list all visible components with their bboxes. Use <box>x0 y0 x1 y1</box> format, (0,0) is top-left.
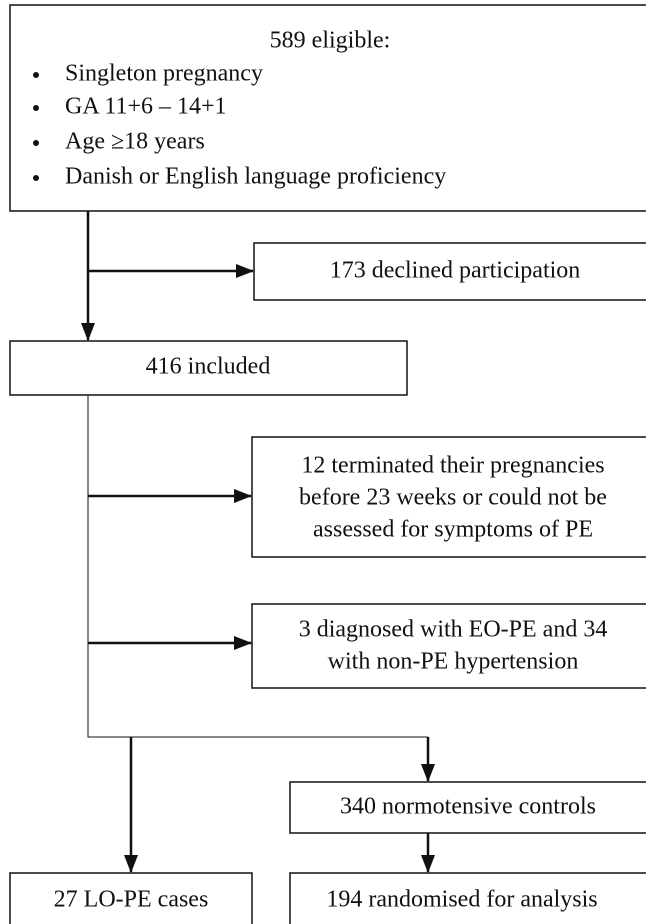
node-text: 3 diagnosed with EO-PE and 34 <box>299 617 608 643</box>
node-text: 194 randomised for analysis <box>326 887 597 913</box>
node-text: 340 normotensive controls <box>340 794 596 820</box>
bullet <box>33 175 39 181</box>
bullet <box>33 72 39 78</box>
bullet-text: GA 11+6 – 14+1 <box>65 94 227 120</box>
included-box <box>9 340 408 396</box>
bullet <box>33 140 39 146</box>
declined-box <box>253 242 646 301</box>
node-text: 12 terminated their pregnancies <box>301 453 604 479</box>
node-text: with non-PE hypertension <box>328 649 579 675</box>
node-text: 27 LO-PE cases <box>54 887 209 913</box>
node-text: 173 declined participation <box>330 258 581 284</box>
bullet-text: Danish or English language proficiency <box>65 164 446 190</box>
node-text: assessed for symptoms of PE <box>313 517 593 543</box>
connectors <box>81 211 435 873</box>
node-text: before 23 weeks or could not be <box>299 485 607 511</box>
bullet-text: Singleton pregnancy <box>65 61 263 87</box>
eligible-box <box>9 4 646 212</box>
bullet-text: Age ≥18 years <box>65 129 205 155</box>
controls-box <box>289 781 646 834</box>
randomised-box <box>289 872 646 924</box>
node-title: 589 eligible: <box>270 28 391 54</box>
diagnosed-box <box>251 603 646 689</box>
cases-box <box>9 872 253 924</box>
bullet <box>33 105 39 111</box>
terminated-box <box>251 436 646 558</box>
node-text: 416 included <box>146 354 271 380</box>
